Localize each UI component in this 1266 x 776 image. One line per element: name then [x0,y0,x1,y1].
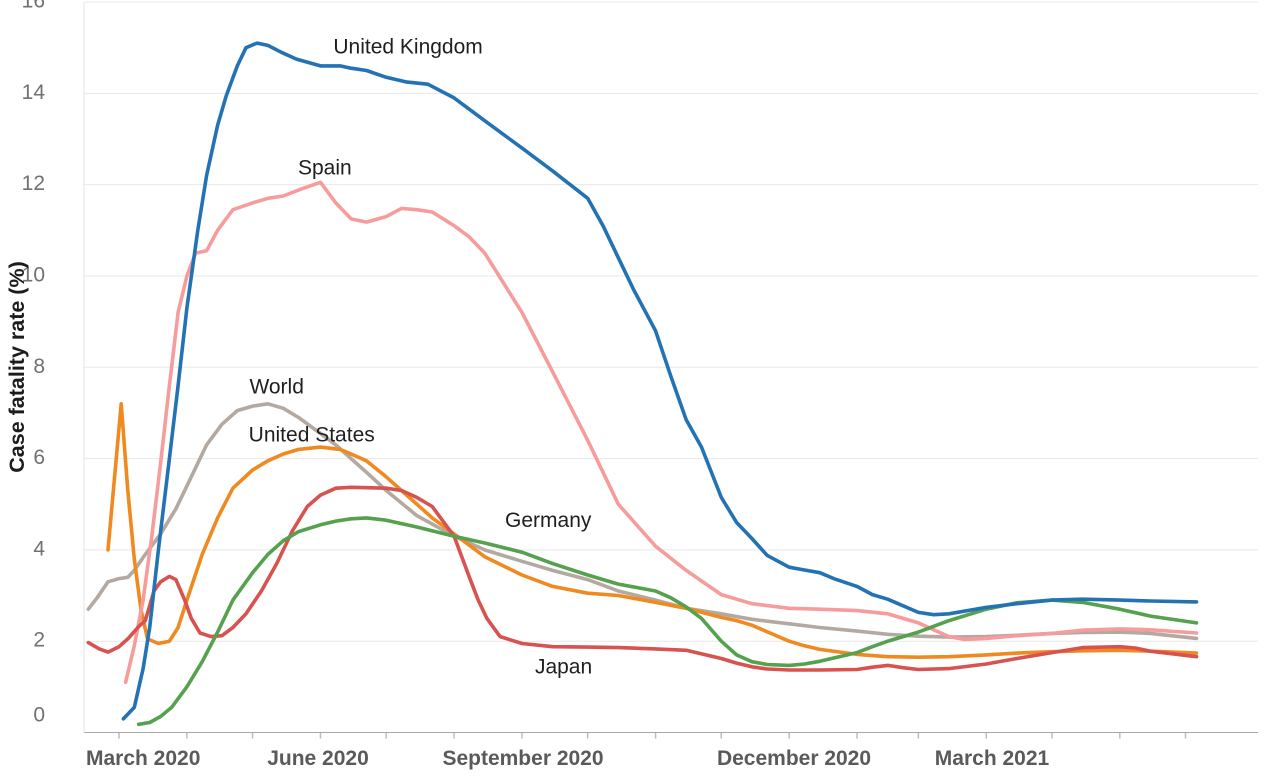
series-label-world: World [249,375,303,398]
series-line-japan [86,485,1199,672]
y-tick-label: 12 [22,172,45,195]
series-line-united-states [106,402,1199,659]
series-label-japan: Japan [535,655,592,678]
series-line-spain [123,180,1199,685]
y-tick-label: 4 [33,537,45,560]
series-label-spain: Spain [298,157,352,180]
y-tick-label: 6 [33,446,45,469]
y-tick-label: 2 [33,629,45,652]
y-tick-label: 8 [33,355,45,378]
x-axis-label: March 2021 [935,747,1050,770]
series-line-world [86,402,1199,641]
y-tick-label: 10 [22,263,45,286]
y-tick-label: 0 [33,704,45,727]
x-axis-label: March 2020 [86,747,200,770]
series-line-united-kingdom [121,41,1199,721]
y-tick-label: 16 [22,0,45,13]
x-axis-label: September 2020 [442,747,603,770]
series-label-united-states: United States [249,423,375,446]
y-axis-title: Case fatality rate (%) [5,261,29,473]
x-axis-label: December 2020 [717,747,871,770]
x-axis-label: June 2020 [267,747,369,770]
series-label-united-kingdom: United Kingdom [333,36,482,59]
y-tick-label: 14 [22,81,46,104]
series-line-germany [136,516,1199,727]
series-label-germany: Germany [505,509,592,532]
